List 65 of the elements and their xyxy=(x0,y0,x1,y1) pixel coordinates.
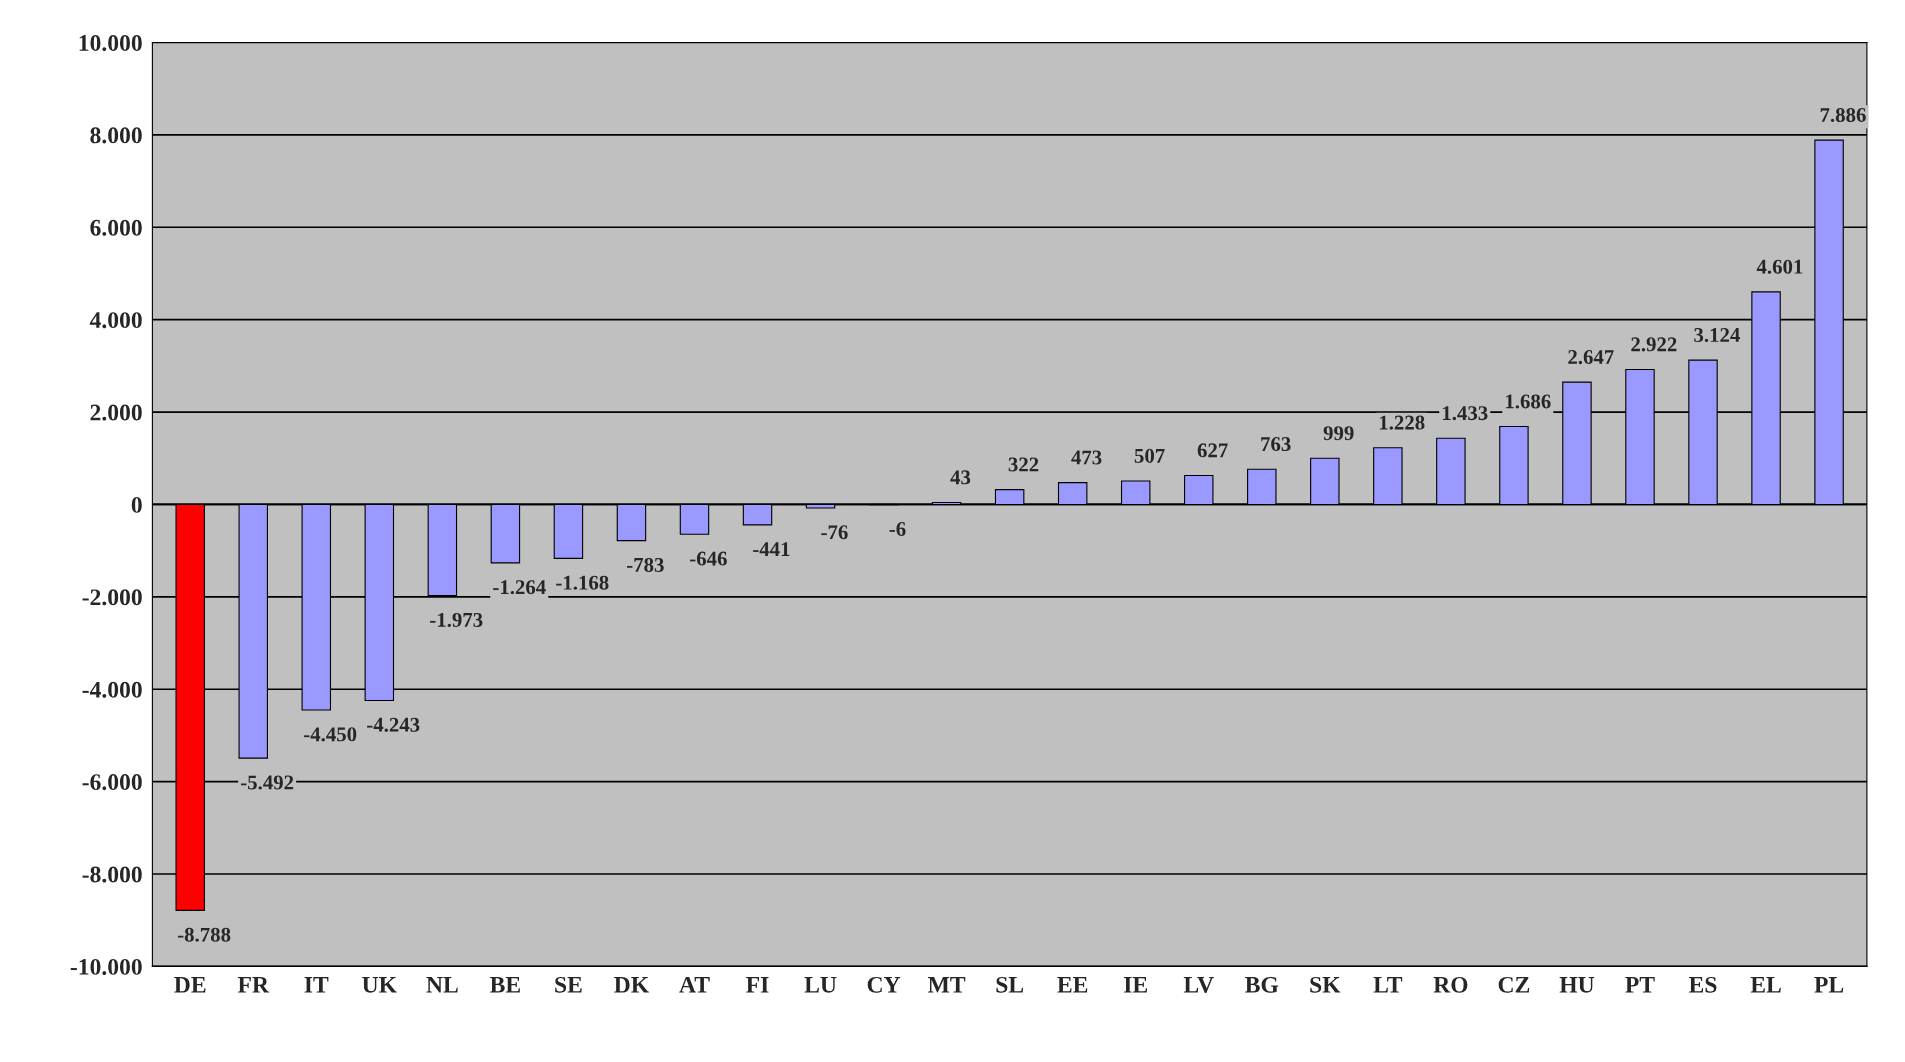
x-tick-label: SE xyxy=(555,976,582,993)
x-tick-label: DK xyxy=(614,977,649,993)
y-tick-label: -10.000 xyxy=(70,958,142,975)
data-label: 763 xyxy=(1261,437,1291,452)
x-tick-label: DE xyxy=(174,977,206,993)
data-label: 999 xyxy=(1323,426,1354,441)
y-tick-label: 2.000 xyxy=(90,404,142,421)
data-label: -4.450 xyxy=(304,727,357,742)
data-label: -783 xyxy=(627,557,664,572)
x-tick-label: CY xyxy=(867,976,901,993)
y-tick-label: 6.000 xyxy=(90,219,142,236)
y-tick-label: 8.000 xyxy=(90,127,142,144)
data-label: 1.433 xyxy=(1443,406,1488,421)
y-tick-label: -6.000 xyxy=(82,774,142,791)
data-label: -6 xyxy=(889,522,906,537)
x-tick-label: BE xyxy=(490,977,520,993)
x-tick-label: LU xyxy=(804,977,837,993)
x-tick-label: ES xyxy=(1688,976,1717,993)
x-tick-label: CZ xyxy=(1498,976,1530,993)
data-label: 43 xyxy=(950,470,971,485)
y-tick-label: -4.000 xyxy=(82,681,142,698)
x-tick-label: SL xyxy=(996,976,1024,993)
x-tick-label: LV xyxy=(1183,977,1214,993)
data-label: 473 xyxy=(1071,450,1102,465)
data-label: -1.973 xyxy=(430,612,483,628)
data-label: 322 xyxy=(1008,457,1039,472)
y-tick-label: -8.000 xyxy=(82,866,142,883)
x-tick-label: FR xyxy=(237,977,270,993)
x-tick-label: SK xyxy=(1310,976,1341,993)
data-label: 2.922 xyxy=(1631,337,1677,352)
x-tick-label: MT xyxy=(928,977,966,993)
x-tick-label: LT xyxy=(1373,977,1403,993)
y-tick-label: 4.000 xyxy=(89,312,142,329)
x-tick-label: IT xyxy=(304,977,329,993)
data-label: 627 xyxy=(1197,443,1228,458)
data-label: -441 xyxy=(753,542,790,556)
x-tick-label: HU xyxy=(1559,977,1595,993)
y-tick-label: -2.000 xyxy=(82,589,142,606)
x-tick-label: PT xyxy=(1625,977,1655,993)
data-label: 507 xyxy=(1134,448,1165,463)
x-tick-label: BG xyxy=(1245,976,1279,993)
data-label: -1.168 xyxy=(556,575,609,590)
x-tick-label: NL xyxy=(426,977,458,993)
data-label: -8.788 xyxy=(177,927,231,942)
data-label: -4.243 xyxy=(367,717,420,732)
y-tick-label: 0 xyxy=(131,496,142,513)
data-label: 2.647 xyxy=(1568,350,1614,365)
x-tick-label: FI xyxy=(746,977,769,993)
data-label: -76 xyxy=(821,525,848,540)
y-tick-label: 10.000 xyxy=(79,34,142,52)
data-label: 1.228 xyxy=(1379,415,1425,430)
x-tick-label: RO xyxy=(1433,976,1468,993)
data-label: 7.886 xyxy=(1820,107,1866,123)
data-label: 3.124 xyxy=(1694,328,1740,343)
data-label: -646 xyxy=(690,551,727,566)
data-label: -5.492 xyxy=(241,775,294,790)
x-tick-label: EE xyxy=(1057,977,1088,993)
x-tick-label: UK xyxy=(362,977,397,993)
x-tick-label: AT xyxy=(679,976,710,993)
x-tick-label: PL xyxy=(1814,977,1844,993)
data-label: 1.686 xyxy=(1506,394,1551,409)
x-tick-label: EL xyxy=(1750,977,1781,993)
data-label: 4.601 xyxy=(1756,259,1803,274)
data-label: -1.264 xyxy=(493,580,546,595)
x-tick-label: IE xyxy=(1124,977,1147,993)
